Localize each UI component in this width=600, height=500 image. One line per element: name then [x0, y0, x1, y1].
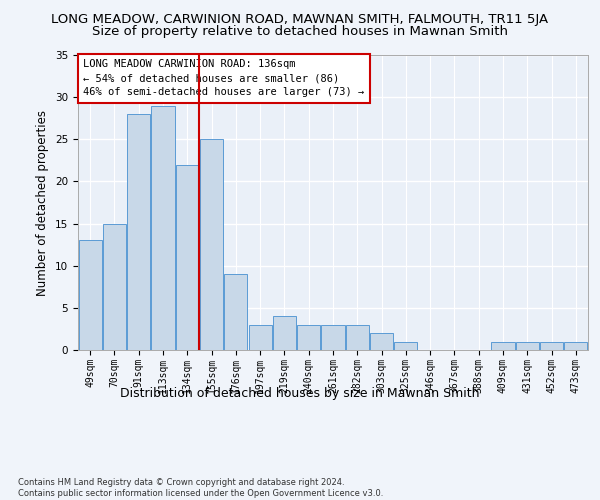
Bar	[273, 316, 296, 350]
Bar	[248, 324, 272, 350]
Bar	[200, 140, 223, 350]
Text: Size of property relative to detached houses in Mawnan Smith: Size of property relative to detached ho…	[92, 25, 508, 38]
Bar	[176, 164, 199, 350]
Bar	[151, 106, 175, 350]
Bar	[370, 333, 393, 350]
Text: LONG MEADOW CARWINION ROAD: 136sqm
← 54% of detached houses are smaller (86)
46%: LONG MEADOW CARWINION ROAD: 136sqm ← 54%…	[83, 60, 364, 98]
Bar	[346, 324, 369, 350]
Bar	[297, 324, 320, 350]
Bar	[565, 342, 587, 350]
Bar	[491, 342, 515, 350]
Bar	[394, 342, 418, 350]
Text: Distribution of detached houses by size in Mawnan Smith: Distribution of detached houses by size …	[120, 388, 480, 400]
Bar	[79, 240, 101, 350]
Bar	[224, 274, 247, 350]
Bar	[322, 324, 344, 350]
Bar	[516, 342, 539, 350]
Text: Contains HM Land Registry data © Crown copyright and database right 2024.
Contai: Contains HM Land Registry data © Crown c…	[18, 478, 383, 498]
Y-axis label: Number of detached properties: Number of detached properties	[37, 110, 49, 296]
Text: LONG MEADOW, CARWINION ROAD, MAWNAN SMITH, FALMOUTH, TR11 5JA: LONG MEADOW, CARWINION ROAD, MAWNAN SMIT…	[52, 12, 548, 26]
Bar	[127, 114, 150, 350]
Bar	[540, 342, 563, 350]
Bar	[103, 224, 126, 350]
